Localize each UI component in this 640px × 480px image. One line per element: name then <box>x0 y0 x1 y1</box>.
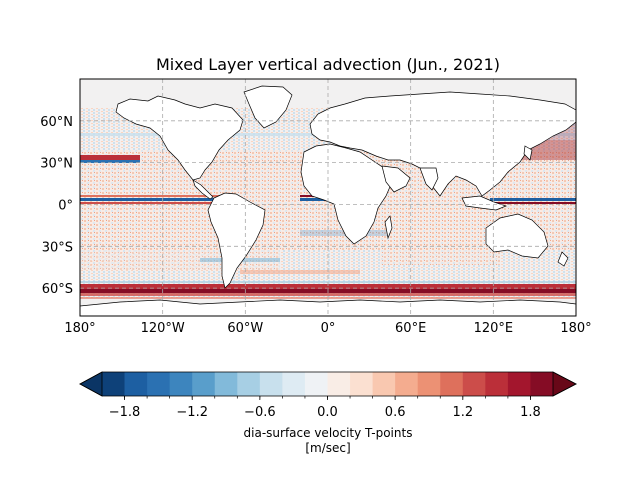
latitude-labels: 60°N 30°N 0° 30°S 60°S <box>40 115 73 297</box>
colorbar-level <box>440 372 464 396</box>
new-zealand <box>557 251 569 267</box>
madagascar <box>384 215 393 240</box>
colorbar-tick-label: 1.8 <box>520 405 541 420</box>
north-america <box>115 95 244 181</box>
africa <box>300 143 393 245</box>
colorbar-level <box>304 372 328 396</box>
colorbar <box>79 371 577 397</box>
colorbar-level <box>282 372 306 396</box>
colorbar-level <box>237 372 261 396</box>
arabia <box>381 165 411 193</box>
colorbar-tick-label: 1.2 <box>452 405 473 420</box>
colorbar-level <box>462 372 486 396</box>
greenland <box>243 85 293 129</box>
colorbar-level <box>169 372 193 396</box>
colorbar-tick-label: −1.2 <box>176 405 208 420</box>
india <box>419 167 439 191</box>
latitude-tick-label: 30°S <box>42 240 73 255</box>
southern-ocean-band <box>80 284 576 289</box>
antarctica <box>80 299 576 316</box>
colorbar-level <box>192 372 216 396</box>
colorbar-outline <box>79 371 577 397</box>
japan <box>523 145 533 161</box>
colorbar-level <box>350 372 373 396</box>
southeast-asia-islands <box>461 195 508 211</box>
central-america <box>192 179 214 200</box>
colorbar-tick-label: 0.0 <box>317 405 338 420</box>
latitude-tick-label: 0° <box>58 198 73 213</box>
longitude-tick-label: 120°W <box>141 321 185 336</box>
latitude-tick-label: 30°N <box>40 157 73 172</box>
colorbar-level <box>214 372 238 396</box>
latitude-tick-label: 60°N <box>40 115 73 130</box>
longitude-tick-label: 120°E <box>474 321 514 336</box>
longitude-tick-label: 180° <box>64 321 95 336</box>
colorbar-level <box>102 372 125 396</box>
longitude-tick-label: 60°E <box>395 321 426 336</box>
figure-title: Mixed Layer vertical advection (Jun., 20… <box>156 55 500 74</box>
colorbar-ticks: −1.8 −1.2 −0.6 0.0 0.6 1.2 1.8 <box>109 396 541 420</box>
colorbar-level <box>124 372 148 396</box>
land-mask <box>80 85 576 316</box>
colorbar-level <box>395 372 419 396</box>
latitude-tick-label: 60°S <box>42 282 73 297</box>
europe-asia <box>309 91 576 197</box>
colorbar-level <box>485 372 509 396</box>
colorbar-tick-label: −0.6 <box>244 405 276 420</box>
colorbar-level <box>147 372 171 396</box>
australia <box>485 213 549 259</box>
colorbar-level <box>259 372 283 396</box>
longitude-tick-label: 60°W <box>227 321 263 336</box>
colorbar-level <box>530 372 554 396</box>
equatorial-band <box>80 198 220 201</box>
colorbar-units: [m/sec] <box>305 441 350 455</box>
colorbar-level <box>507 372 531 396</box>
longitude-tick-label: 180° <box>560 321 591 336</box>
colorbar-level <box>417 372 441 396</box>
map-frame <box>79 78 577 317</box>
colorbar-label: dia-surface velocity T-points <box>244 426 413 440</box>
map-panel <box>79 78 577 317</box>
longitude-labels: 180° 120°W 60°W 0° 60°E 120°E 180° <box>64 321 591 336</box>
colorbar-level <box>327 372 351 396</box>
colorbar-level <box>372 372 396 396</box>
colorbar-tick-label: 0.6 <box>385 405 406 420</box>
colorbar-tick-label: −1.8 <box>109 405 141 420</box>
longitude-tick-label: 0° <box>321 321 336 336</box>
gridlines <box>80 79 576 316</box>
